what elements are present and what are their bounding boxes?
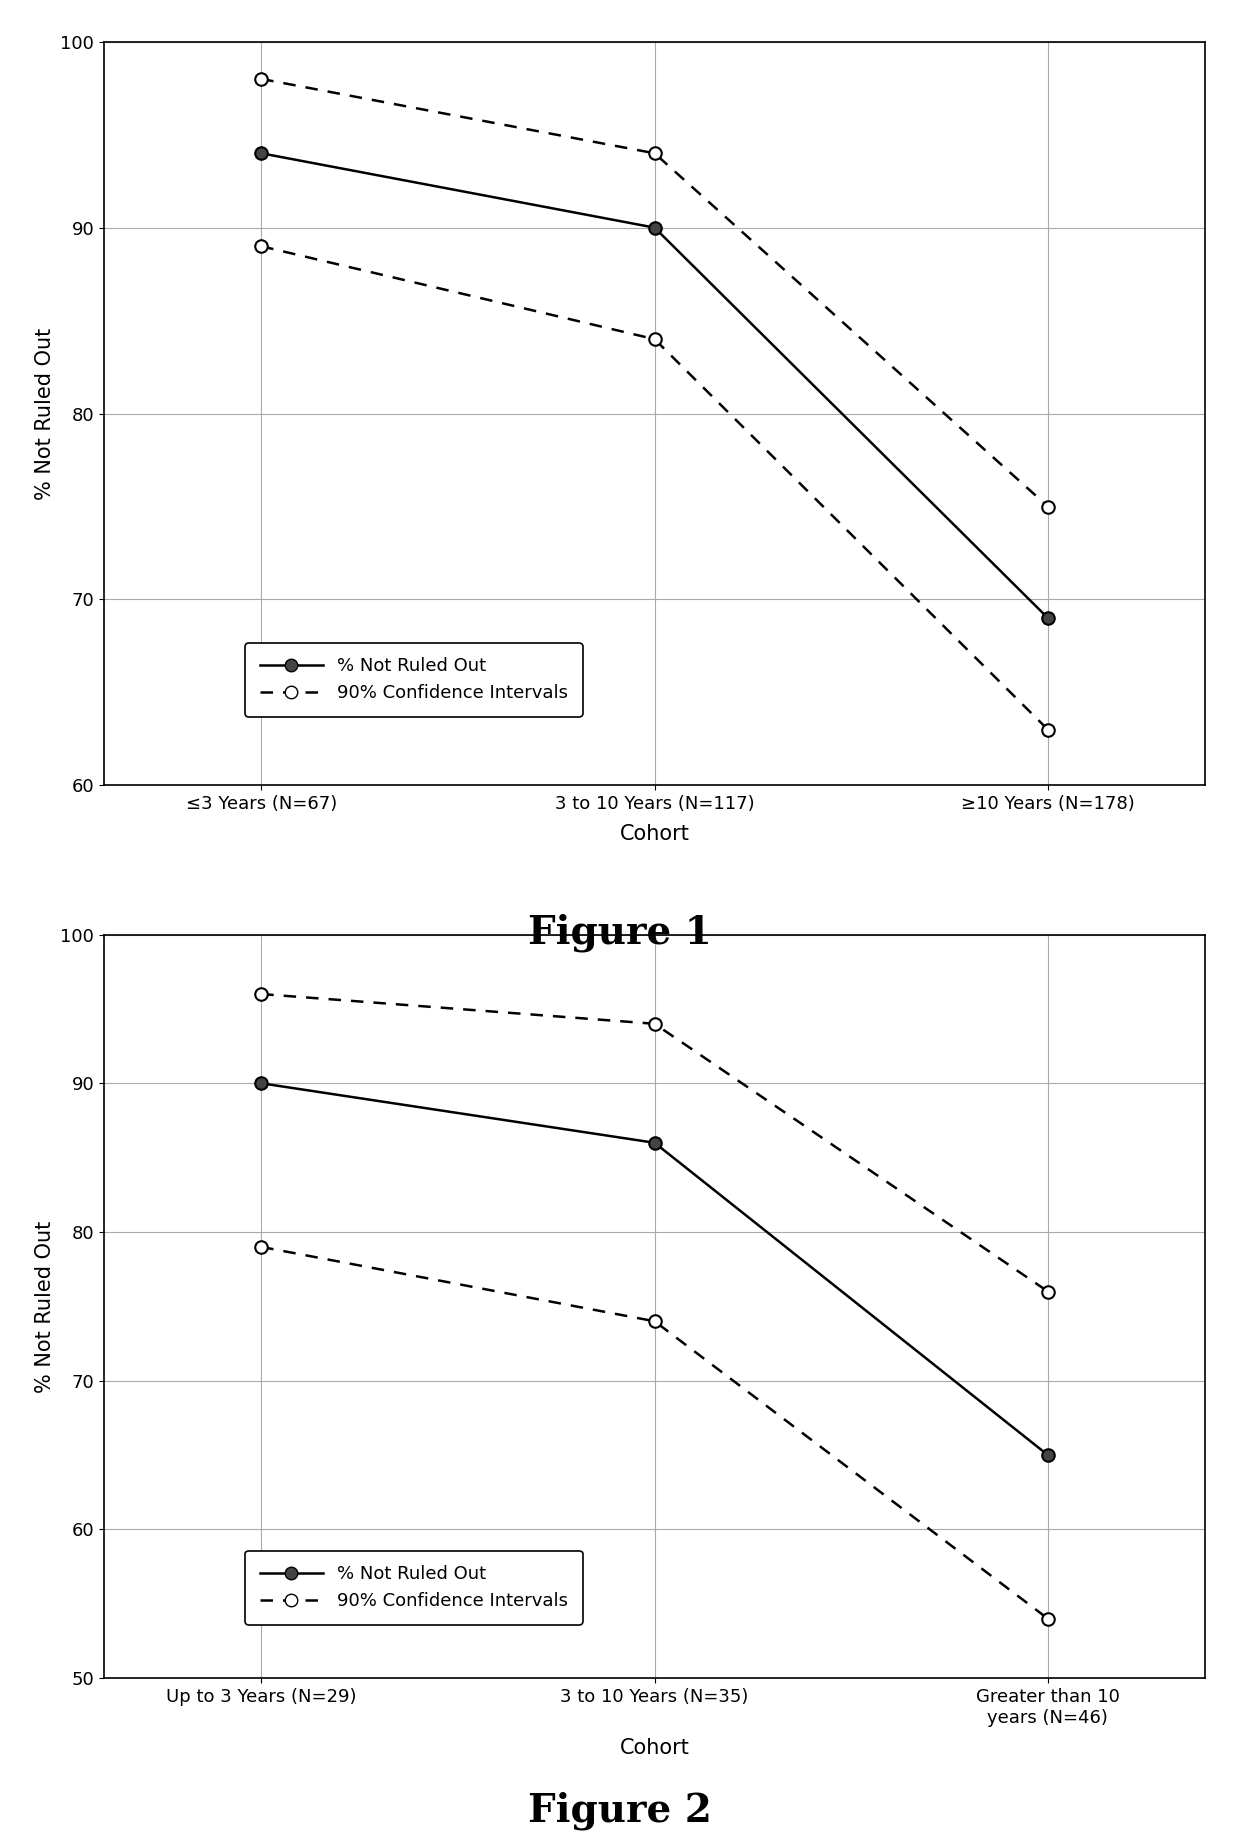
X-axis label: Cohort: Cohort (620, 824, 689, 845)
X-axis label: Cohort: Cohort (620, 1737, 689, 1757)
Y-axis label: % Not Ruled Out: % Not Ruled Out (35, 327, 55, 499)
Text: Figure 1: Figure 1 (528, 915, 712, 952)
Legend: % Not Ruled Out, 90% Confidence Intervals: % Not Ruled Out, 90% Confidence Interval… (246, 643, 583, 717)
Legend: % Not Ruled Out, 90% Confidence Intervals: % Not Ruled Out, 90% Confidence Interval… (246, 1550, 583, 1624)
Y-axis label: % Not Ruled Out: % Not Ruled Out (35, 1220, 55, 1393)
Text: Figure 2: Figure 2 (528, 1791, 712, 1830)
